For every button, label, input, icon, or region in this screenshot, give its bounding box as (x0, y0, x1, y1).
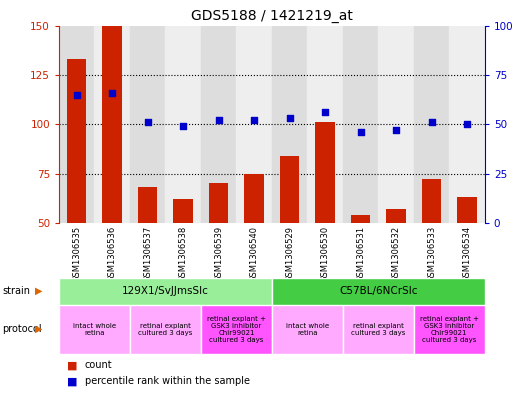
Bar (343, 26, 378, 223)
Text: protocol: protocol (3, 324, 42, 334)
Bar (244, 173, 264, 223)
Bar (59, 26, 94, 223)
Bar (59, 278, 272, 305)
Bar (378, 26, 414, 223)
Bar (236, 26, 272, 223)
Bar (201, 305, 272, 354)
Point (250, 117, 258, 123)
Point (321, 109, 329, 116)
Bar (414, 305, 485, 354)
Text: 129X1/SvJJmsSlc: 129X1/SvJJmsSlc (122, 286, 209, 296)
Text: ■: ■ (67, 360, 77, 371)
Bar (94, 26, 130, 223)
Text: ▶: ▶ (35, 286, 43, 296)
Bar (103, 26, 122, 223)
Bar (201, 26, 236, 223)
Point (357, 129, 365, 135)
Bar (130, 305, 201, 354)
Bar (280, 156, 300, 223)
Bar (414, 26, 449, 223)
Bar (130, 26, 165, 223)
Point (392, 127, 400, 133)
Text: ■: ■ (67, 376, 77, 386)
Point (108, 90, 116, 96)
Text: ▶: ▶ (35, 324, 43, 334)
Bar (272, 305, 343, 354)
Text: intact whole
retina: intact whole retina (286, 323, 329, 336)
Bar (386, 209, 406, 223)
Point (427, 119, 436, 125)
Bar (67, 59, 87, 223)
Bar (165, 26, 201, 223)
Bar (138, 187, 157, 223)
Bar (351, 215, 370, 223)
Bar (422, 180, 441, 223)
Point (286, 115, 294, 121)
Bar (307, 26, 343, 223)
Bar (272, 26, 307, 223)
Point (214, 117, 223, 123)
Point (179, 123, 187, 129)
Text: retinal explant +
GSK3 inhibitor
Chir99021
cultured 3 days: retinal explant + GSK3 inhibitor Chir990… (420, 316, 479, 343)
Bar (173, 199, 193, 223)
Text: retinal explant
cultured 3 days: retinal explant cultured 3 days (139, 323, 192, 336)
Bar (272, 278, 485, 305)
Bar (343, 305, 414, 354)
Text: retinal explant
cultured 3 days: retinal explant cultured 3 days (351, 323, 405, 336)
Text: intact whole
retina: intact whole retina (73, 323, 116, 336)
Point (144, 119, 152, 125)
Bar (457, 197, 477, 223)
Bar (449, 26, 485, 223)
Text: C57BL/6NCrSlc: C57BL/6NCrSlc (339, 286, 418, 296)
Bar (209, 184, 228, 223)
Text: strain: strain (3, 286, 31, 296)
Text: retinal explant +
GSK3 inhibitor
Chir99021
cultured 3 days: retinal explant + GSK3 inhibitor Chir990… (207, 316, 266, 343)
Bar (59, 305, 130, 354)
Title: GDS5188 / 1421219_at: GDS5188 / 1421219_at (191, 9, 353, 23)
Point (73, 92, 81, 98)
Point (463, 121, 471, 127)
Text: percentile rank within the sample: percentile rank within the sample (85, 376, 250, 386)
Bar (315, 122, 335, 223)
Text: count: count (85, 360, 112, 371)
